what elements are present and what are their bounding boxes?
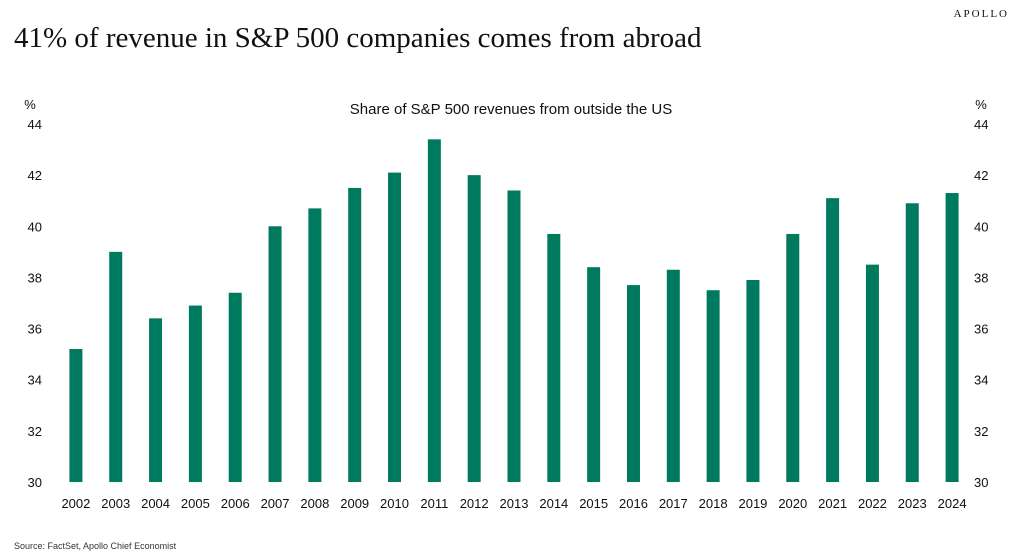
x-tick-label: 2021 — [818, 496, 847, 511]
x-tick-label: 2019 — [738, 496, 767, 511]
source-note: Source: FactSet, Apollo Chief Economist — [14, 541, 177, 551]
bar-2007 — [268, 226, 282, 482]
bar-2002 — [69, 349, 83, 482]
bar-2020 — [786, 233, 800, 482]
x-tick-label: 2007 — [261, 496, 290, 511]
bar-2008 — [308, 208, 322, 482]
x-axis: 2002 2003 2004 2005 2006 2007 2008 2009 2010 2011… — [61, 496, 966, 511]
x-tick-label: 2003 — [101, 496, 130, 511]
x-tick-label: 2005 — [181, 496, 210, 511]
bar-2018 — [706, 290, 720, 482]
bar-2006 — [228, 292, 242, 482]
y-tick-label-left: 30 — [28, 475, 42, 490]
x-tick-label: 2010 — [380, 496, 409, 511]
brand-logo: APOLLO — [953, 8, 1009, 20]
y-axis-right: 30 32 34 36 38 40 42 44 — [974, 117, 988, 490]
x-tick-label: 2015 — [579, 496, 608, 511]
x-tick-label: 2004 — [141, 496, 170, 511]
x-tick-label: 2002 — [61, 496, 90, 511]
y-tick-label-left: 34 — [28, 373, 42, 388]
bar-2011 — [427, 139, 441, 483]
page-headline: 41% of revenue in S&P 500 companies come… — [14, 22, 702, 54]
bar-2010 — [388, 172, 402, 483]
y-axis-left: 30 32 34 36 38 40 42 44 — [28, 117, 42, 490]
x-tick-label: 2011 — [420, 496, 448, 511]
bar-2012 — [467, 175, 481, 482]
y-tick-label-right: 44 — [974, 117, 988, 132]
bar-2024 — [945, 193, 959, 483]
bar-2005 — [188, 305, 202, 482]
bar-2017 — [666, 269, 680, 482]
bar-2021 — [826, 198, 840, 482]
y-tick-label-right: 32 — [974, 424, 988, 439]
bar-2019 — [746, 279, 760, 482]
bar-2013 — [507, 190, 521, 482]
x-tick-label: 2006 — [221, 496, 250, 511]
y-tick-label-right: 34 — [974, 373, 988, 388]
x-tick-label: 2009 — [340, 496, 369, 511]
y-axis-unit-left: % — [24, 97, 36, 112]
bar-2014 — [547, 233, 561, 482]
x-tick-label: 2016 — [619, 496, 648, 511]
y-axis-unit-right: % — [975, 97, 987, 112]
y-tick-label-right: 30 — [974, 475, 988, 490]
y-tick-label-right: 40 — [974, 219, 988, 234]
y-tick-label-left: 36 — [28, 322, 42, 337]
y-tick-label-left: 32 — [28, 424, 42, 439]
y-tick-label-right: 38 — [974, 270, 988, 285]
y-tick-label-left: 44 — [28, 117, 42, 132]
y-tick-label-left: 42 — [28, 168, 42, 183]
bar-series — [69, 139, 959, 483]
x-tick-label: 2022 — [858, 496, 887, 511]
y-tick-label-left: 40 — [28, 219, 42, 234]
bar-2015 — [587, 267, 601, 482]
bar-2023 — [905, 203, 919, 482]
bar-2016 — [626, 285, 640, 482]
y-tick-label-right: 36 — [974, 322, 988, 337]
x-tick-label: 2020 — [778, 496, 807, 511]
x-tick-label: 2023 — [898, 496, 927, 511]
bar-2003 — [109, 251, 123, 482]
x-tick-label: 2013 — [500, 496, 529, 511]
y-tick-label-left: 38 — [28, 270, 42, 285]
x-tick-label: 2008 — [300, 496, 329, 511]
x-tick-label: 2012 — [460, 496, 489, 511]
y-tick-label-right: 42 — [974, 168, 988, 183]
bar-2022 — [865, 264, 879, 482]
x-tick-label: 2018 — [699, 496, 728, 511]
x-tick-label: 2024 — [938, 496, 967, 511]
bar-2009 — [348, 187, 362, 482]
x-tick-label: 2014 — [539, 496, 568, 511]
chart-title: Share of S&P 500 revenues from outside t… — [350, 101, 672, 118]
bar-2004 — [149, 318, 163, 482]
x-tick-label: 2017 — [659, 496, 688, 511]
